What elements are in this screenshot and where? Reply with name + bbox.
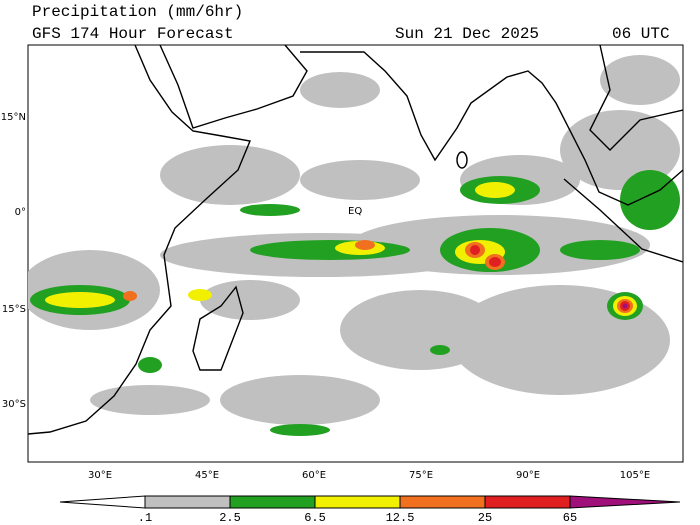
lat-label: 30°S <box>2 399 26 410</box>
lat-label: 0° <box>15 207 26 218</box>
time: 06 UTC <box>612 25 670 43</box>
lat-label: 15°S <box>2 304 26 315</box>
lon-label: 60°E <box>302 470 326 481</box>
equator-label: EQ <box>348 206 362 217</box>
title: Precipitation (mm/6hr) <box>32 3 243 21</box>
colorbar: .1 2.5 6.5 12.5 25 65 <box>59 495 681 525</box>
lon-label: 30°E <box>88 470 112 481</box>
map-area: EQ 15°N 0° 15°S 30°S 30°E 45°E 60°E 75°E 90°E 10… <box>1 44 684 481</box>
coastlines <box>28 45 683 435</box>
colorbar-label: 65 <box>563 511 577 525</box>
lon-label: 45°E <box>195 470 219 481</box>
lon-label: 105°E <box>620 470 650 481</box>
lon-label: 90°E <box>516 470 540 481</box>
colorbar-label: 12.5 <box>386 511 415 525</box>
lon-label: 75°E <box>409 470 433 481</box>
colorbar-label: 6.5 <box>304 511 326 525</box>
colorbar-label: 2.5 <box>219 511 241 525</box>
subtitle: GFS 174 Hour Forecast <box>32 25 234 43</box>
precip-field <box>28 45 683 436</box>
colorbar-label: .1 <box>138 511 152 525</box>
lon-labels: 30°E 45°E 60°E 75°E 90°E 105°E <box>88 470 650 481</box>
date: Sun 21 Dec 2025 <box>395 25 539 43</box>
lat-label: 15°N <box>1 112 26 123</box>
lat-labels: 15°N 0° 15°S 30°S <box>1 112 26 410</box>
colorbar-label: 25 <box>478 511 492 525</box>
